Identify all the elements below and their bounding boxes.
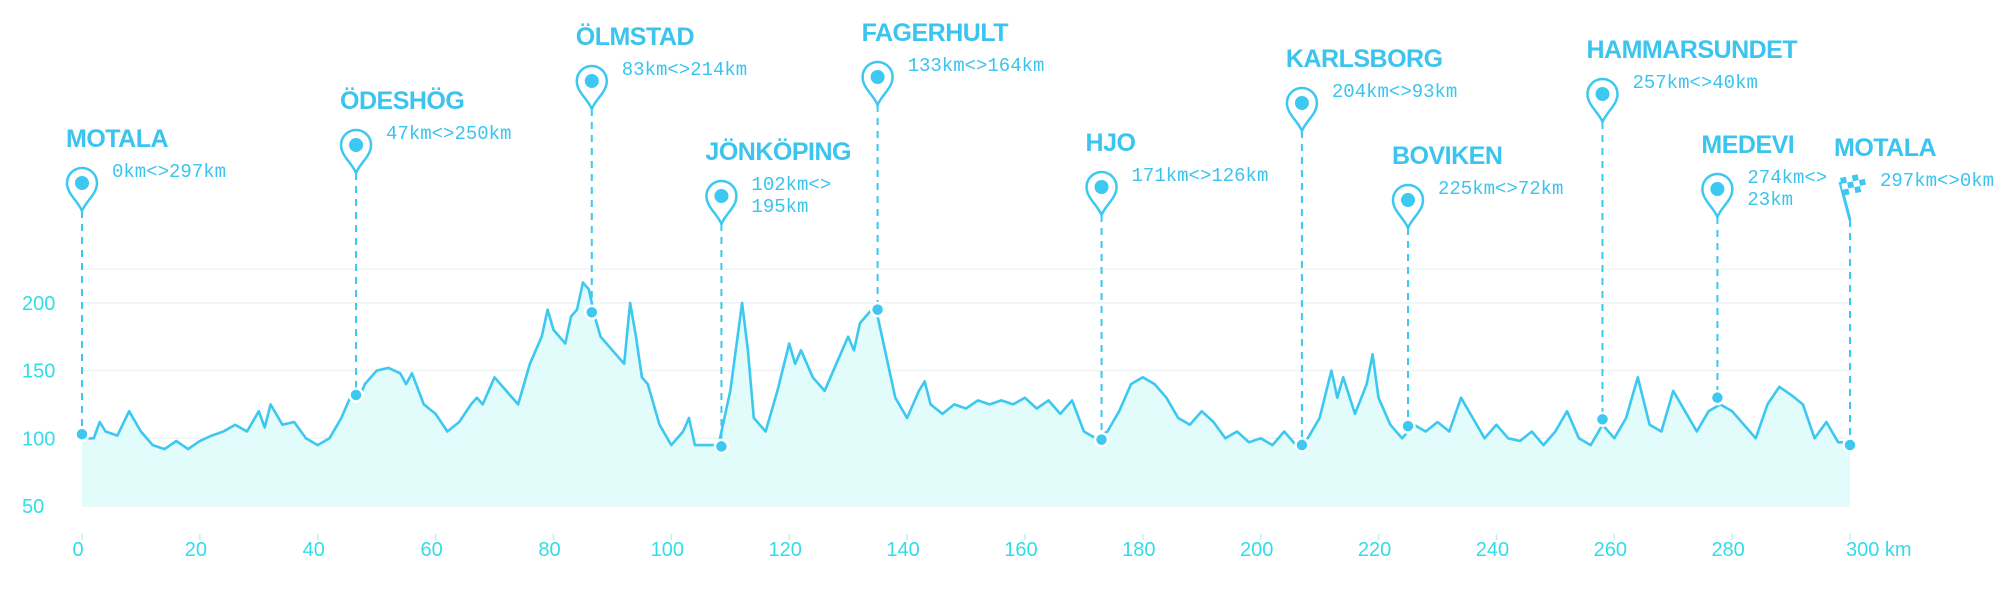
x-tick-label: 180 bbox=[1122, 539, 1155, 561]
waypoint-marker bbox=[1594, 411, 1611, 428]
y-tick-label: 50 bbox=[22, 496, 44, 518]
waypoint-marker bbox=[1842, 437, 1858, 453]
waypoint-name: KARLSBORG bbox=[1286, 45, 1443, 73]
x-tick-label: 100 bbox=[651, 539, 684, 561]
pin-dot bbox=[714, 189, 729, 203]
waypoint-name: HJO bbox=[1086, 129, 1136, 157]
waypoint-name: JÖNKÖPING bbox=[705, 137, 851, 166]
x-tick-label: 200 bbox=[1240, 539, 1273, 561]
pin-dot bbox=[870, 70, 885, 84]
waypoint-distance: 47km<>250km bbox=[386, 123, 512, 145]
flag-cell bbox=[1860, 184, 1868, 192]
x-tick-label: 240 bbox=[1476, 539, 1509, 561]
waypoint-distance: 297km<>0km bbox=[1880, 170, 1995, 192]
waypoint-name: ÖLMSTAD bbox=[576, 22, 694, 51]
y-tick-label: 150 bbox=[22, 361, 55, 383]
flag-cell bbox=[1840, 176, 1848, 184]
flag-cell bbox=[1848, 187, 1856, 195]
x-tick-label: 160 bbox=[1004, 539, 1037, 561]
flag-cell bbox=[1841, 182, 1849, 190]
elevation-area bbox=[82, 282, 1850, 506]
x-tick-label: 220 bbox=[1358, 539, 1391, 561]
pin-dot bbox=[349, 138, 364, 152]
elevation-line bbox=[82, 281, 1850, 451]
waypoint-marker bbox=[869, 301, 886, 318]
x-tick-label: 80 bbox=[538, 539, 560, 561]
pin-dot bbox=[1595, 87, 1610, 101]
waypoint-marker bbox=[74, 426, 90, 442]
flag-cell bbox=[1854, 185, 1862, 194]
flag bbox=[1840, 173, 1868, 196]
pin-dot bbox=[1401, 193, 1415, 207]
flag-cell bbox=[1858, 178, 1866, 186]
flag-pole bbox=[1838, 181, 1852, 221]
waypoint-distance: 204km<>93km bbox=[1331, 81, 1458, 103]
x-tick-label: 300 km bbox=[1846, 539, 1912, 561]
y-tick-label: 100 bbox=[22, 428, 55, 450]
waypoint-marker bbox=[584, 304, 600, 321]
waypoint-marker bbox=[713, 438, 730, 455]
pin-dot bbox=[584, 74, 599, 88]
waypoint-distance: 102km<>195km bbox=[751, 174, 832, 218]
waypoint-distance: 133km<>164km bbox=[907, 55, 1045, 77]
x-tick-label: 280 bbox=[1711, 539, 1744, 561]
waypoint-marker bbox=[1093, 431, 1110, 448]
waypoint-name: MEDEVI bbox=[1701, 131, 1794, 159]
x-tick-label: 120 bbox=[769, 539, 802, 561]
waypoint-distance: 83km<>214km bbox=[621, 59, 748, 81]
pin-dot bbox=[1094, 180, 1109, 194]
x-tick-label: 60 bbox=[420, 539, 442, 561]
waypoint-distance: 274km<>23km bbox=[1747, 167, 1828, 211]
waypoint-marker bbox=[1709, 389, 1726, 406]
waypoint-name: BOVIKEN bbox=[1392, 142, 1502, 170]
pin-dot bbox=[75, 176, 89, 190]
flag-cell bbox=[1845, 175, 1853, 183]
waypoint-name: ÖDESHÖG bbox=[340, 86, 464, 115]
waypoint-name: MOTALA bbox=[66, 125, 169, 153]
waypoint-distance: 171km<>126km bbox=[1131, 165, 1269, 187]
flag-cell bbox=[1851, 174, 1859, 182]
flag-cell bbox=[1847, 181, 1855, 189]
waypoint-marker bbox=[1400, 418, 1416, 434]
waypoint-marker bbox=[348, 387, 364, 403]
waypoint-distance: 257km<>40km bbox=[1632, 72, 1758, 94]
y-tick-label: 200 bbox=[22, 293, 55, 315]
flag-cell bbox=[1857, 173, 1865, 181]
x-tick-label: 40 bbox=[303, 539, 325, 561]
pin-dot bbox=[1710, 182, 1725, 196]
waypoint-name: MOTALA bbox=[1834, 134, 1937, 162]
waypoint-distance: 0km<>297km bbox=[112, 161, 227, 183]
x-tick-label: 0 bbox=[72, 539, 83, 561]
x-tick-label: 260 bbox=[1594, 539, 1627, 561]
flag-cell bbox=[1852, 180, 1861, 188]
waypoint-marker bbox=[1294, 437, 1310, 453]
flag-cell bbox=[1842, 188, 1850, 196]
pin-dot bbox=[1294, 96, 1309, 110]
x-tick-label: 140 bbox=[886, 539, 919, 561]
waypoint-distance: 225km<>72km bbox=[1438, 178, 1564, 200]
waypoint-name: HAMMARSUNDET bbox=[1586, 36, 1797, 64]
x-tick-label: 20 bbox=[185, 539, 207, 561]
waypoint-name: FAGERHULT bbox=[862, 19, 1009, 47]
